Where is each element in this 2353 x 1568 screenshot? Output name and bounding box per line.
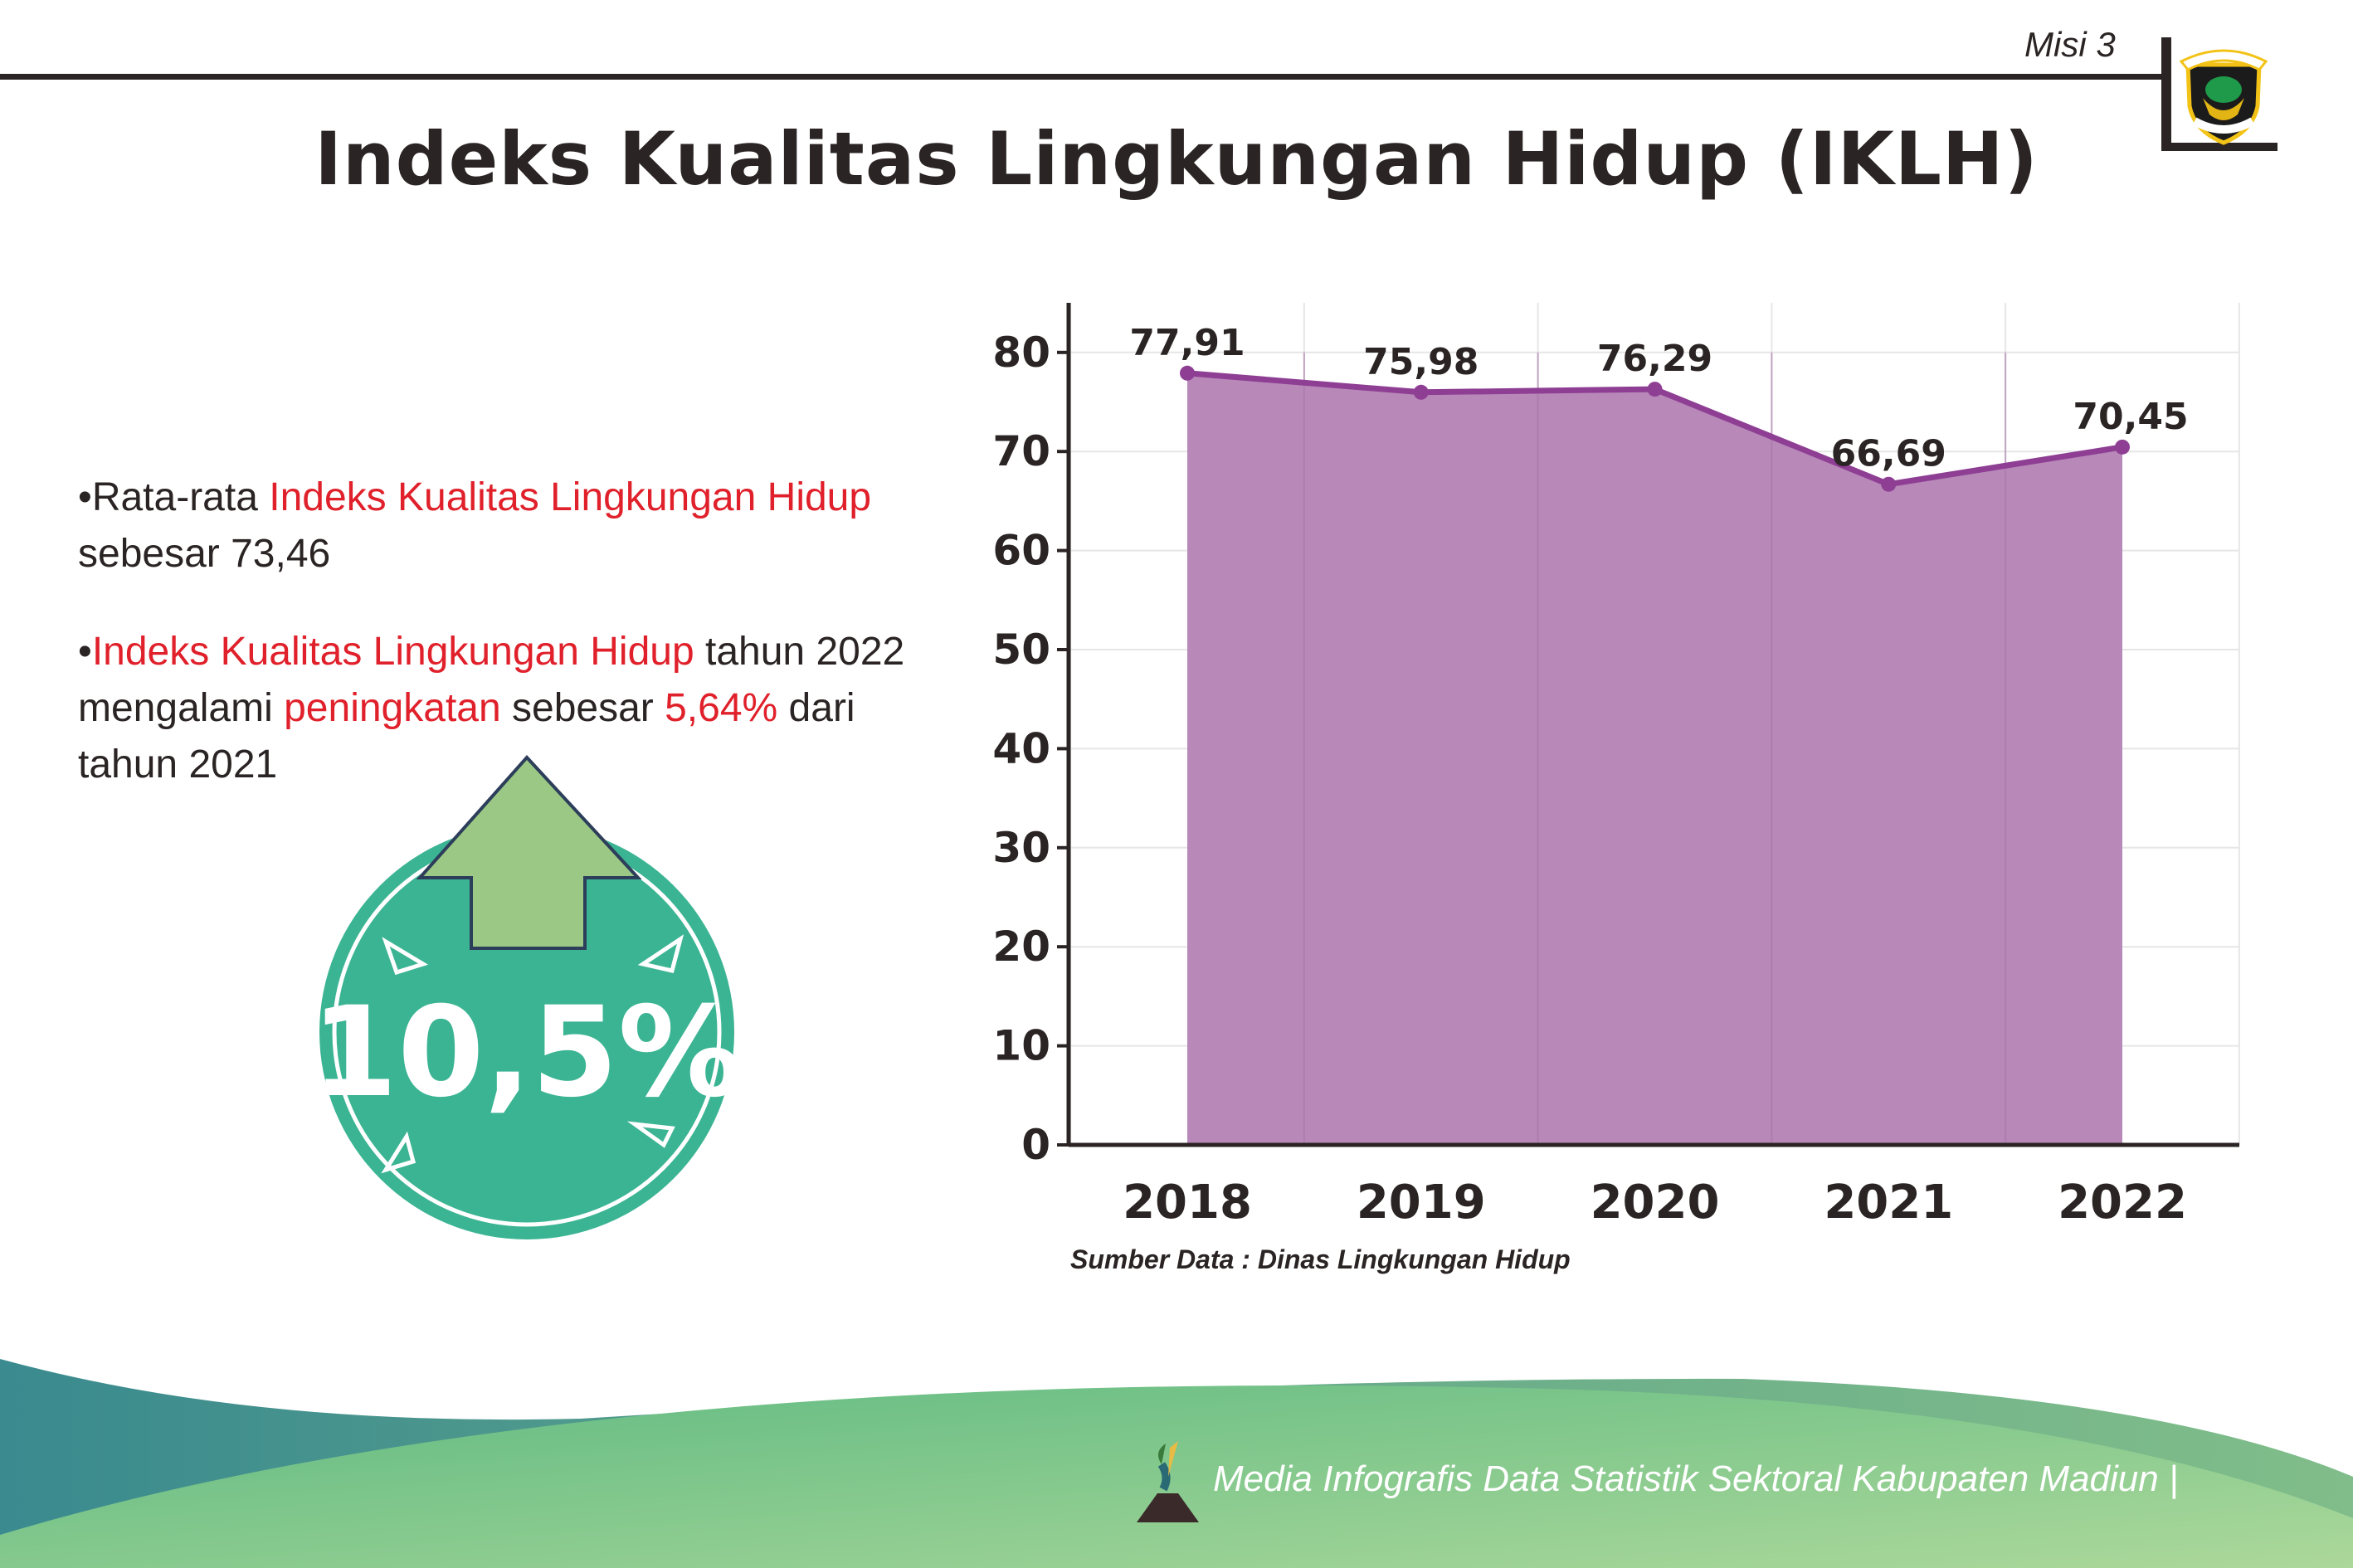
data-label: 76,29 xyxy=(1597,338,1712,380)
footer-tagline: Media Infografis Data Statistik Sektoral… xyxy=(1213,1458,2179,1499)
data-label: 77,91 xyxy=(1129,322,1245,364)
data-point xyxy=(1647,382,1663,397)
badge-circle xyxy=(319,825,734,1239)
corner-bracket-bottom xyxy=(2161,143,2277,151)
y-tick-label: 80 xyxy=(992,329,1050,377)
bullet-text: Rata-rata xyxy=(91,475,270,519)
data-label: 70,45 xyxy=(2073,396,2188,438)
iklh-area-chart: 0 10 20 30 40 50 60 70 80 77,91 2018 75,98 2019 76,29… xyxy=(992,303,2240,1230)
bullet-highlight: Indeks Kualitas Lingkungan Hidup xyxy=(269,475,872,519)
page-title: Indeks Kualitas Lingkungan Hidup (IKLH) xyxy=(314,116,2039,202)
bullet-text: sebesar xyxy=(500,686,665,730)
media-infografis-logo xyxy=(1137,1441,1199,1522)
data-point xyxy=(1180,365,1195,381)
y-tick-label: 20 xyxy=(992,923,1050,971)
x-tick-label: 2020 xyxy=(1591,1176,1720,1230)
x-tick-label: 2019 xyxy=(1357,1176,1486,1230)
mission-label: Misi 3 xyxy=(2024,25,2116,64)
y-tick-label: 50 xyxy=(992,626,1050,674)
bullet-highlight: peningkatan xyxy=(284,686,501,730)
bullet-text: sebesar 73,46 xyxy=(78,532,331,576)
y-tick-label: 40 xyxy=(992,724,1050,772)
y-tick-label: 0 xyxy=(1021,1121,1050,1169)
data-point xyxy=(1413,384,1429,400)
bullet-highlight: Indeks Kualitas Lingkungan Hidup xyxy=(91,630,694,674)
x-tick-label: 2022 xyxy=(2058,1176,2187,1230)
up-arrow-icon xyxy=(416,755,642,950)
y-tick-label: 10 xyxy=(992,1022,1050,1070)
data-label: 75,98 xyxy=(1363,341,1479,383)
x-tick-label: 2021 xyxy=(1824,1176,1953,1230)
decorative-triangles xyxy=(381,934,684,1174)
bullet-text: dari tahun 2021 xyxy=(78,686,855,786)
bullet-increase: •Indeks Kualitas Lingkungan Hidup tahun … xyxy=(78,630,905,786)
y-tick-label: 70 xyxy=(992,427,1050,475)
bullet-average: •Rata-rata Indeks Kualitas Lingkungan Hi… xyxy=(78,475,872,576)
data-point xyxy=(1881,476,1897,492)
x-tick-label: 2018 xyxy=(1123,1176,1252,1230)
corner-bracket xyxy=(2161,37,2171,151)
data-source: Sumber Data : Dinas Lingkungan Hidup xyxy=(1070,1244,1571,1274)
bullet-text: tahun 2022 mengalami xyxy=(78,630,905,730)
badge-value: 10,5% xyxy=(311,981,743,1125)
data-point xyxy=(2115,439,2130,455)
area-fill xyxy=(1187,373,2122,1145)
footer-wave xyxy=(0,1359,2353,1568)
data-label: 66,69 xyxy=(1831,433,1946,475)
kabupaten-madiun-logo xyxy=(2179,49,2268,145)
bullet-highlight: 5,64% xyxy=(665,686,778,730)
y-tick-label: 30 xyxy=(992,824,1050,872)
y-tick-label: 60 xyxy=(992,527,1050,575)
growth-badge: 10,5% xyxy=(311,755,743,1239)
header-rule xyxy=(0,74,2161,80)
